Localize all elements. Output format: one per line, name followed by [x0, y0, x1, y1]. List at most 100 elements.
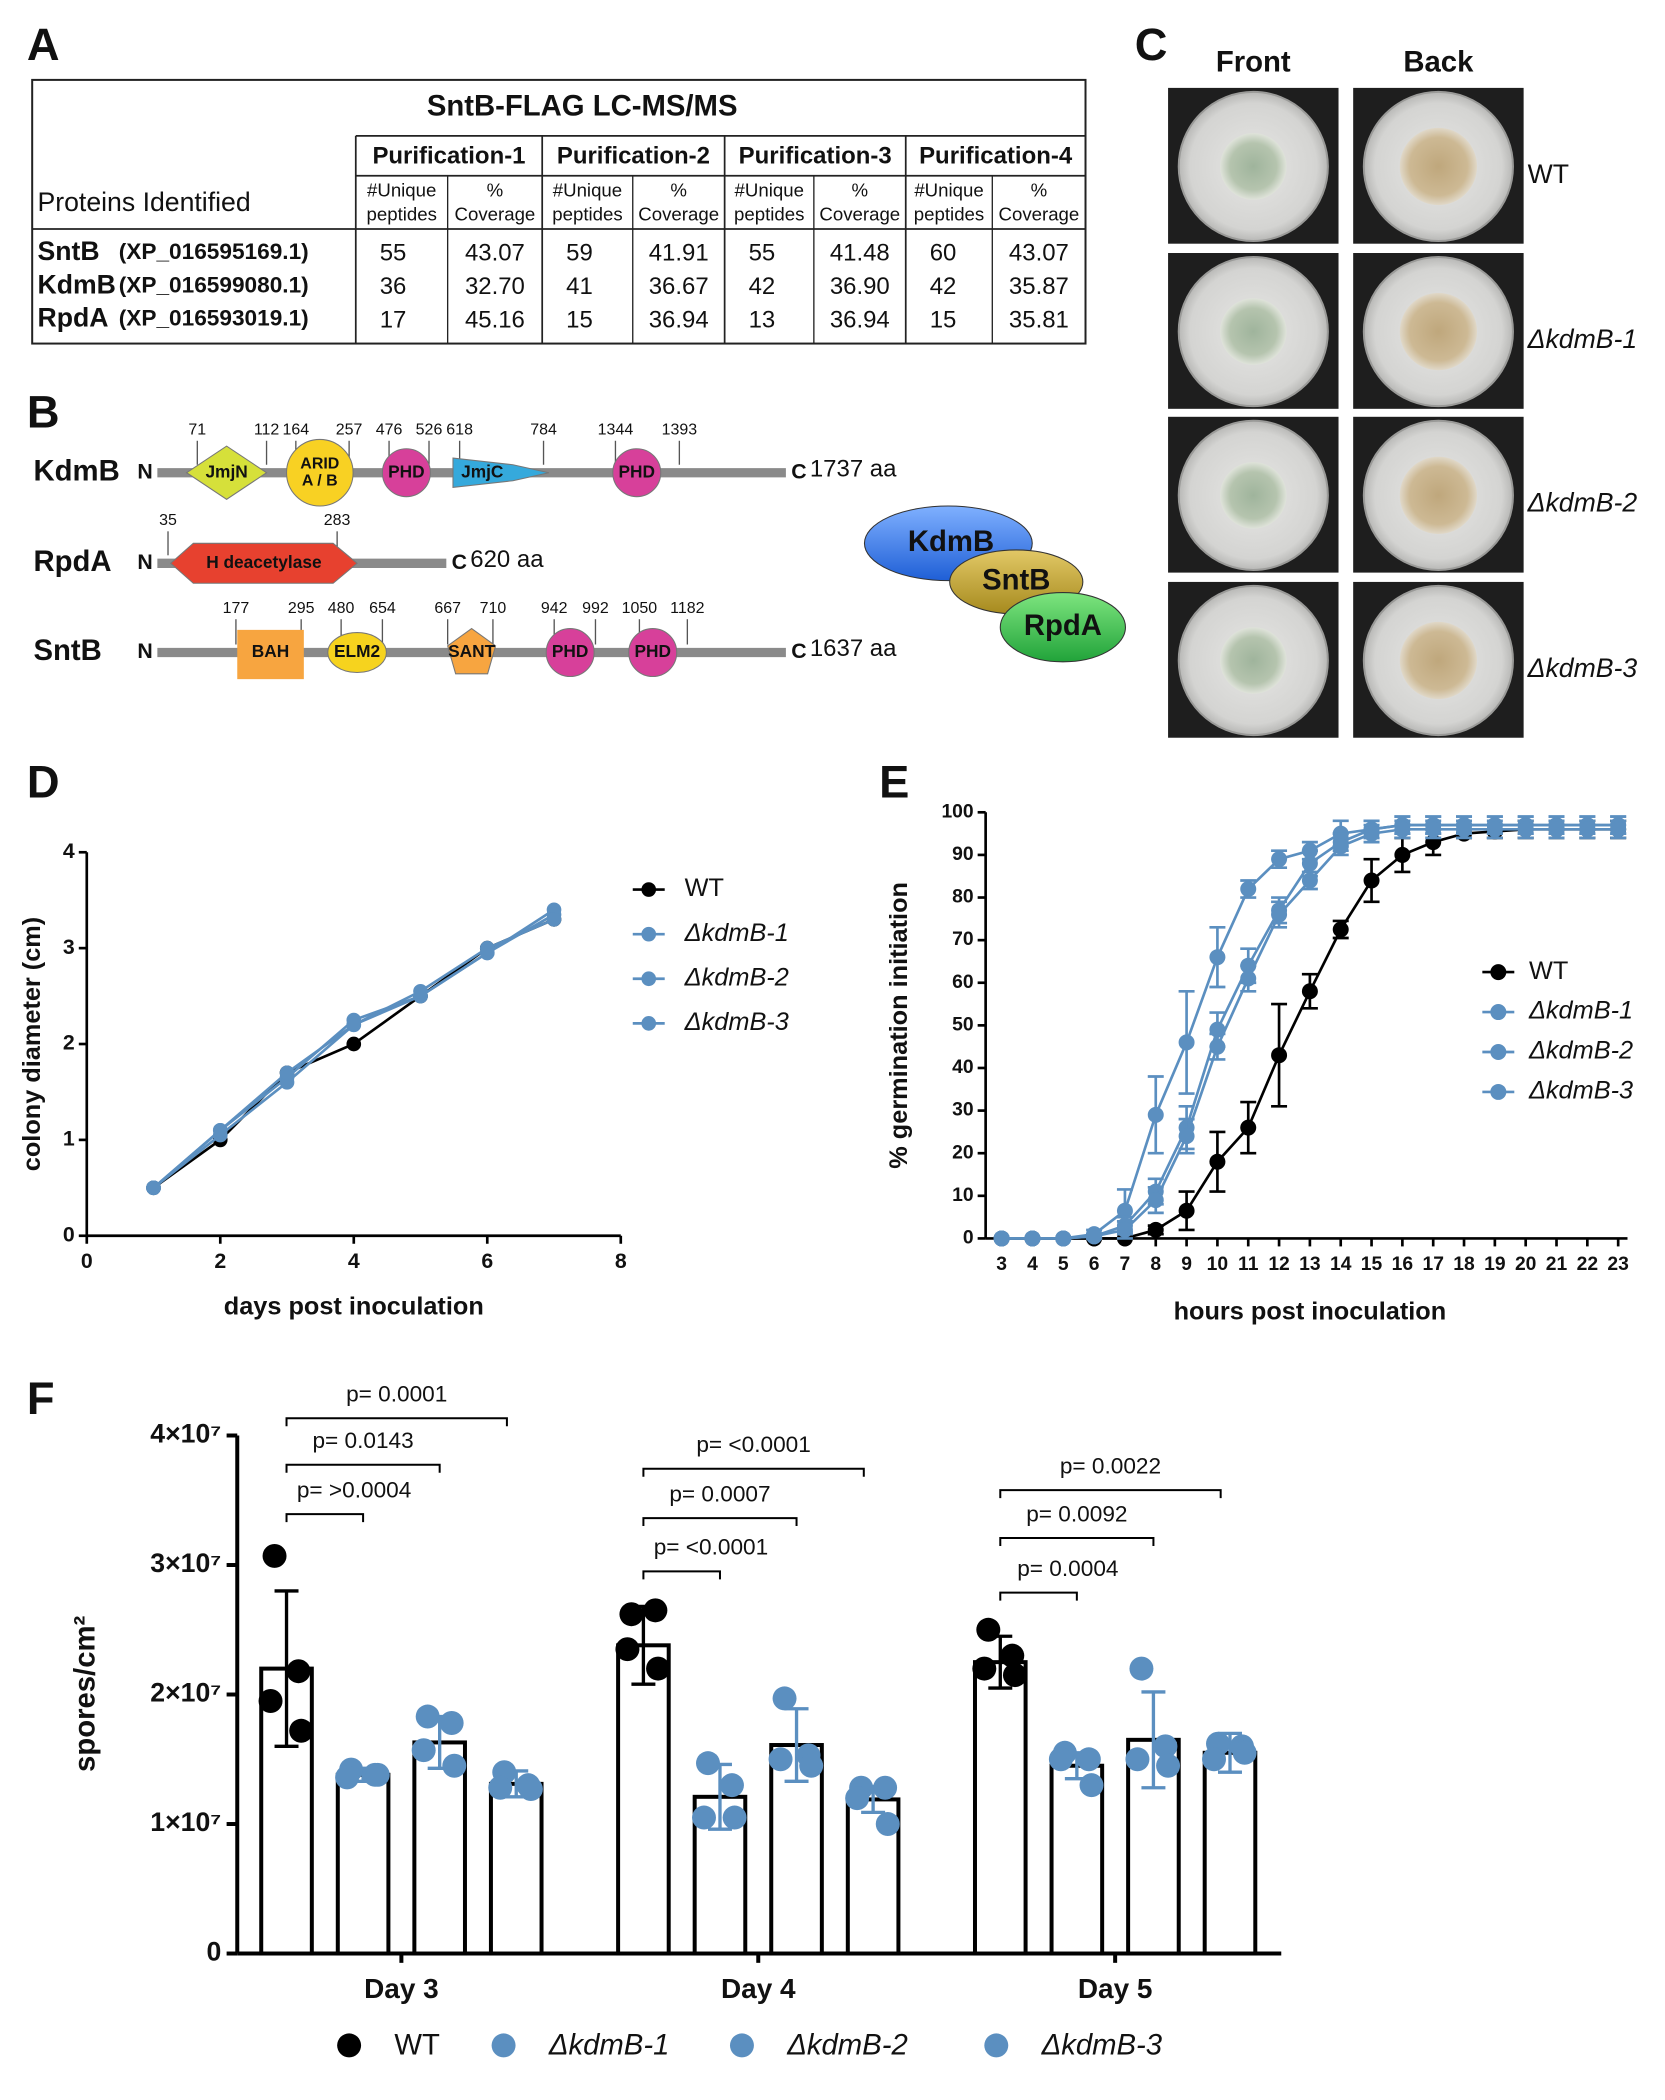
p-value: p= >0.0004: [297, 1477, 412, 1502]
data-point: [1240, 970, 1257, 987]
legend-marker: [729, 2033, 754, 2058]
table-cell: 41.48: [830, 240, 890, 267]
x-tick-label: 3: [996, 1254, 1007, 1275]
domain: [237, 629, 304, 680]
colony: [1399, 456, 1478, 534]
data-point: [1610, 821, 1627, 838]
x-tick-label: 23: [1607, 1254, 1629, 1275]
series-line: [152, 918, 555, 1189]
c-terminus: C: [791, 459, 806, 483]
table-title: SntB-FLAG LC-MS/MS: [427, 90, 738, 123]
table-subheader: #Unique: [914, 180, 983, 201]
significance-bracket: [642, 1570, 721, 1580]
data-point: [1153, 1734, 1178, 1759]
protein-accession: (XP_016593019.1): [119, 306, 309, 331]
data-point: [1271, 1047, 1288, 1064]
y-tick-label: 90: [952, 844, 973, 865]
data-point: [1301, 983, 1318, 1000]
protein-accession: (XP_016595169.1): [119, 239, 309, 264]
data-point: [993, 1230, 1010, 1247]
column-header: Back: [1403, 46, 1474, 79]
data-point: [696, 1751, 720, 1776]
table-cell: 43.07: [465, 240, 525, 267]
data-point: [365, 1762, 390, 1787]
table-group-header: Purification-2: [557, 142, 710, 169]
domain: [612, 448, 662, 498]
y-tick-label: 3: [63, 935, 75, 959]
x-tick-label: 4: [348, 1249, 360, 1273]
domain-label: ARID: [300, 455, 339, 472]
table-cell: 36.94: [649, 306, 709, 333]
data-point: [1209, 1038, 1226, 1055]
data-point: [1202, 1747, 1227, 1772]
data-point: [643, 1598, 668, 1623]
n-terminus: N: [137, 550, 152, 574]
data-point: [1209, 1153, 1226, 1170]
bar: [488, 1781, 544, 1956]
position-label: 992: [582, 600, 609, 617]
protein-length: 1637 aa: [810, 635, 897, 662]
data-point: [415, 1704, 440, 1729]
p-value: p= 0.0143: [312, 1428, 413, 1453]
position-label: 618: [446, 421, 473, 438]
data-point: [279, 1065, 295, 1081]
domain-label: PHD: [634, 641, 671, 661]
panel-label: A: [27, 19, 60, 70]
y-tick-label: 4×10⁷: [150, 1419, 221, 1449]
panel-label: E: [879, 757, 909, 808]
data-point: [1548, 821, 1565, 838]
colony: [1220, 627, 1287, 694]
table-cell: 35.81: [1009, 306, 1069, 333]
data-point: [1125, 1747, 1150, 1772]
data-point: [1116, 1221, 1133, 1238]
colony: [1220, 462, 1287, 529]
domain: [285, 438, 354, 507]
strain-label: ΔkdmB-3: [1527, 653, 1638, 683]
table-row-header: Proteins Identified: [38, 187, 251, 217]
p-value: p= 0.0001: [346, 1382, 447, 1407]
data-point: [262, 1543, 287, 1568]
position-label: 35: [159, 512, 177, 529]
data-point: [439, 1711, 464, 1735]
x-tick-label: 11: [1238, 1254, 1259, 1275]
significance-bracket: [999, 1537, 1155, 1547]
data-point: [772, 1686, 797, 1711]
domain-label: H deacetylase: [206, 552, 322, 572]
y-tick-label: 40: [952, 1057, 973, 1078]
y-tick-label: 1: [63, 1127, 75, 1151]
protein-name: KdmB: [38, 269, 116, 299]
position-label: 283: [324, 512, 351, 529]
y-tick-label: 70: [952, 929, 973, 950]
table-subheader: #Unique: [367, 180, 436, 201]
p-value: p= 0.0022: [1060, 1453, 1161, 1478]
table-group-header: Purification-3: [739, 142, 892, 169]
protein-name: RpdA: [34, 545, 112, 578]
legend-label: ΔkdmB-3: [1041, 2028, 1163, 2061]
y-tick-label: 0: [963, 1228, 974, 1249]
data-point: [1079, 1773, 1104, 1798]
position-label: 1182: [670, 600, 704, 617]
complex-subunit: [999, 592, 1126, 663]
domain: [452, 457, 549, 488]
data-point: [1394, 821, 1411, 838]
data-point: [1332, 921, 1349, 938]
data-point: [212, 1122, 228, 1138]
data-point: [289, 1718, 314, 1743]
legend-label: WT: [394, 2028, 440, 2061]
position-label: 667: [434, 600, 461, 617]
data-point: [1301, 872, 1318, 889]
data-point: [1048, 1747, 1073, 1772]
legend-marker: [1490, 1004, 1507, 1021]
domain: [169, 542, 358, 584]
position-label: 164: [283, 421, 310, 438]
data-point: [1147, 1221, 1164, 1238]
position-label: 71: [188, 421, 206, 438]
complex-label: KdmB: [908, 525, 994, 558]
p-value: p= 0.0004: [1017, 1556, 1118, 1581]
position-label: 942: [541, 600, 568, 617]
error-bar: [274, 1589, 299, 1748]
n-terminus: N: [137, 459, 152, 483]
domain: [628, 628, 678, 678]
data-point: [286, 1659, 311, 1684]
